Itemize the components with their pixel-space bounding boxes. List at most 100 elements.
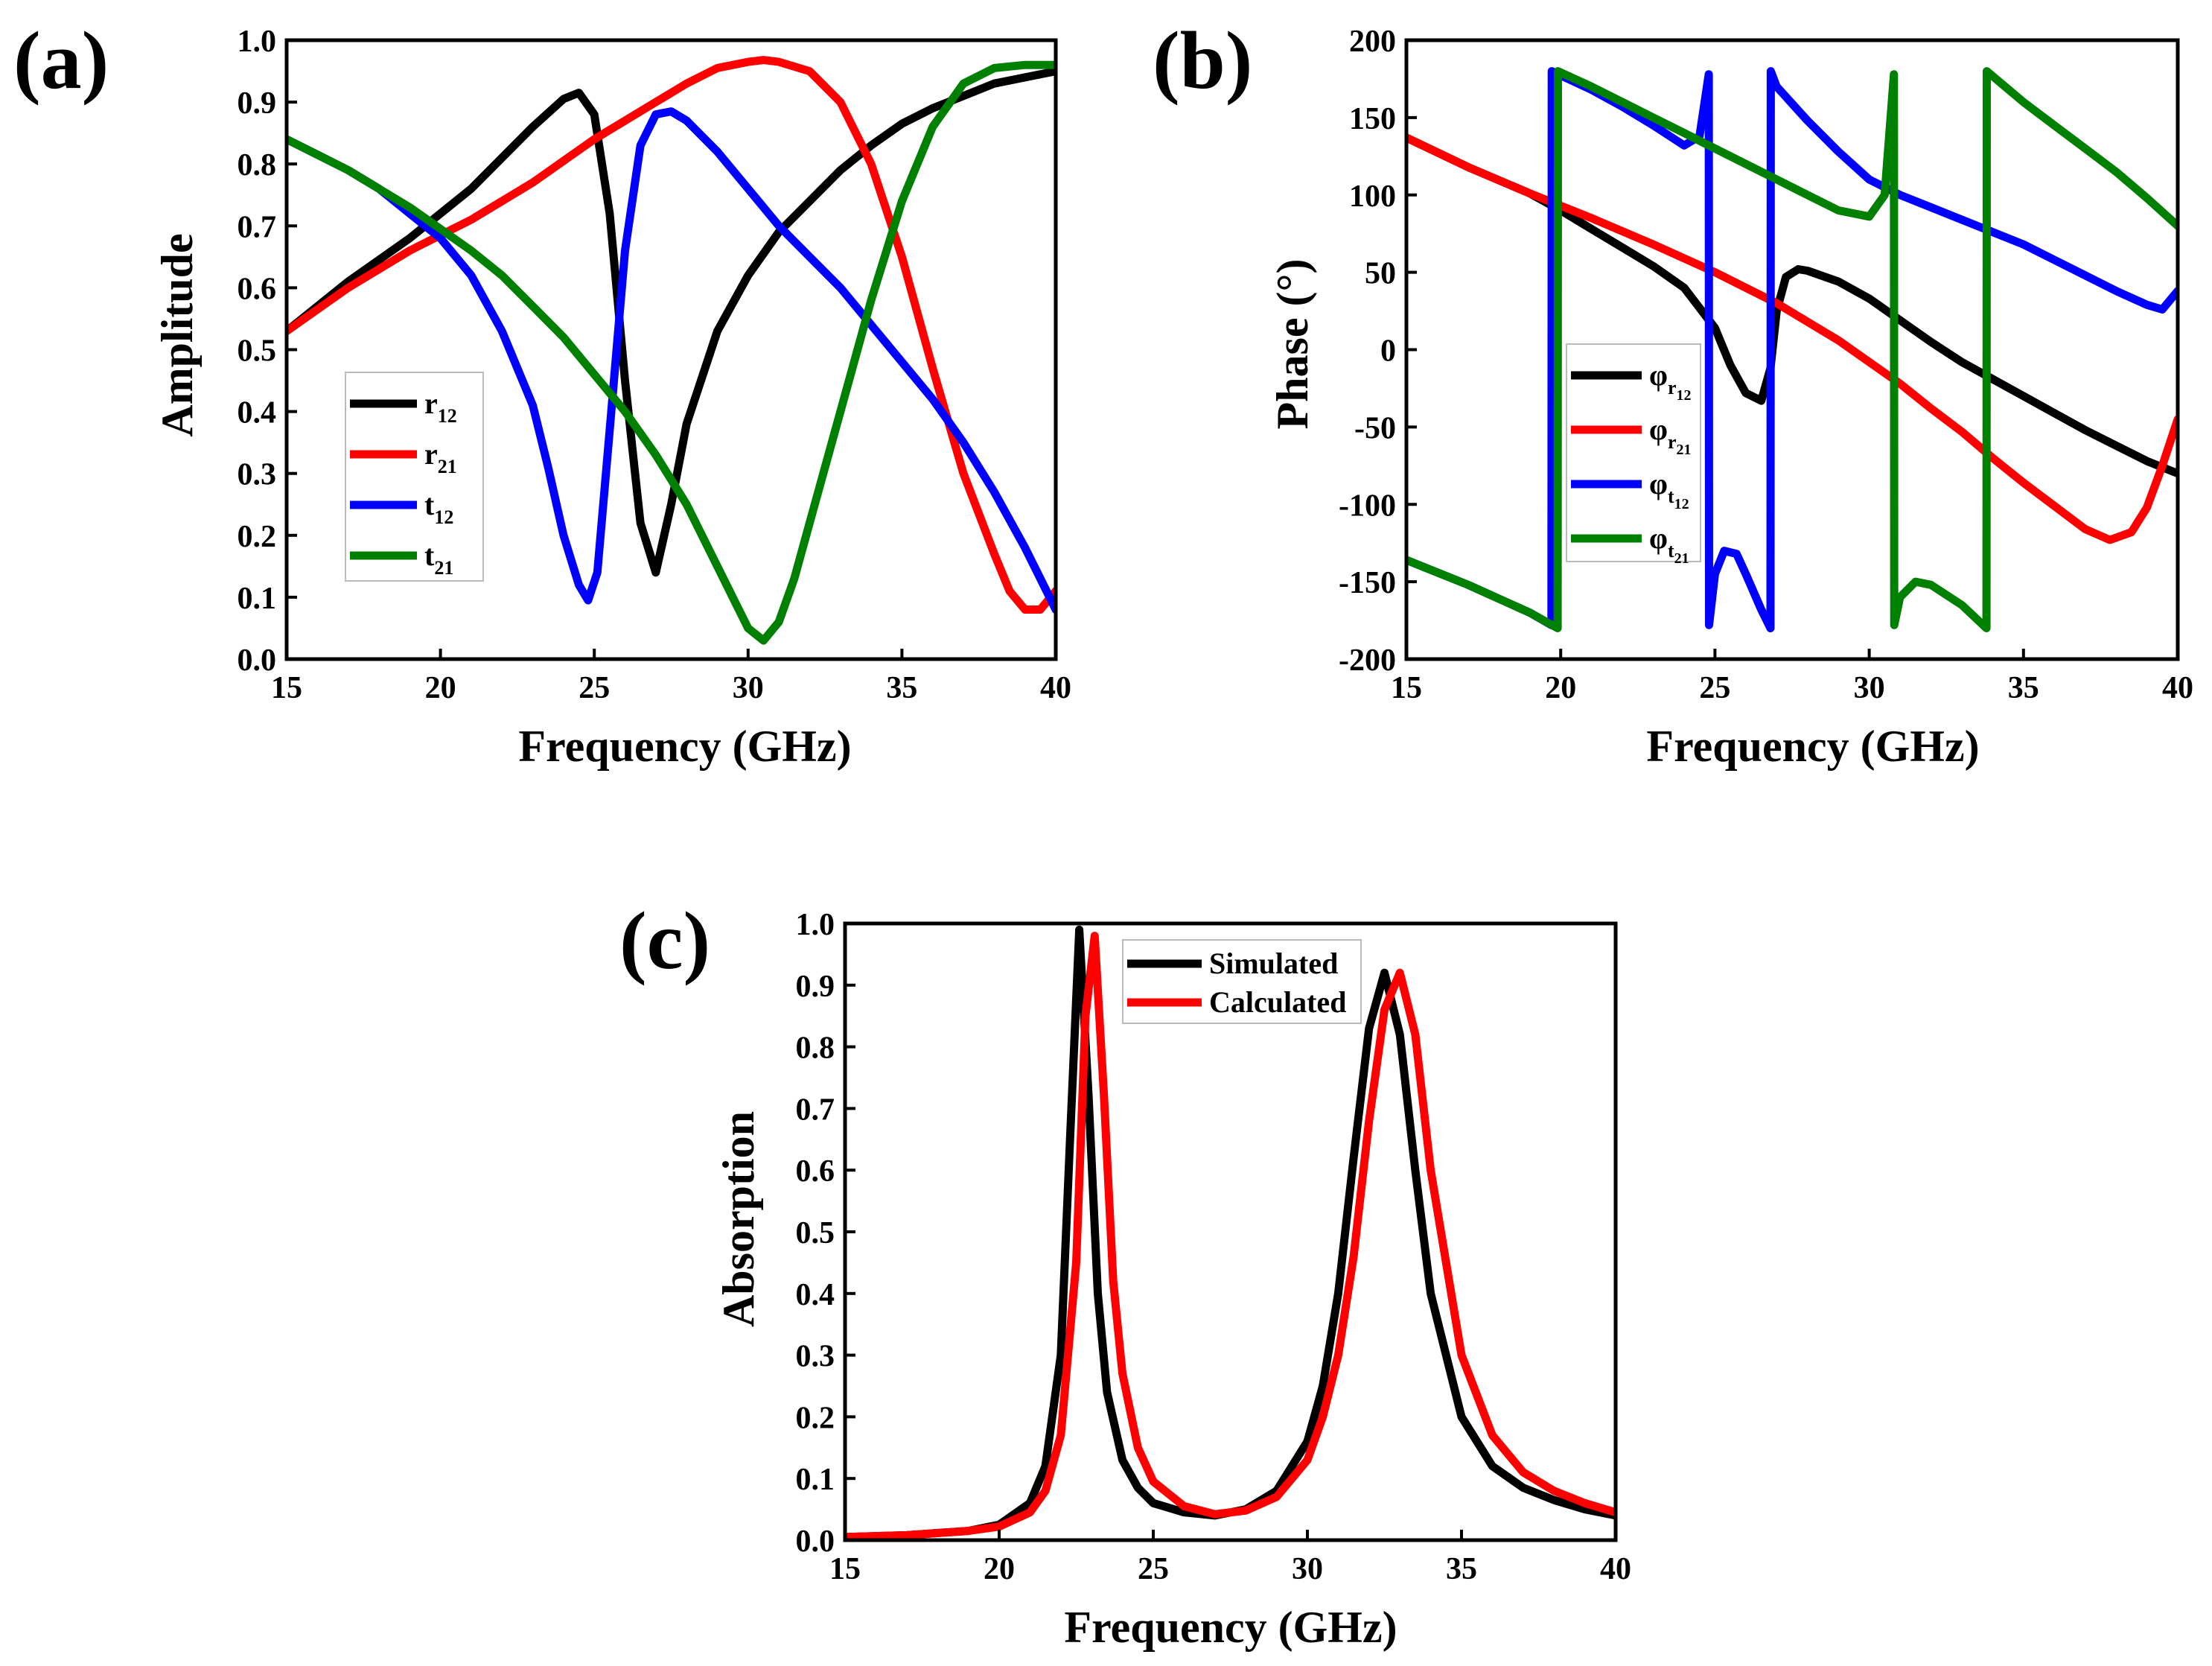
x-tick-label: 30	[733, 671, 764, 705]
y-tick-label: 1.0	[238, 25, 277, 59]
y-tick-label: -100	[1339, 489, 1396, 523]
legend-label-base: φ	[1649, 467, 1668, 500]
y-tick-label: 0.8	[238, 148, 277, 182]
legend-label: φr21	[1649, 413, 1692, 458]
y-tick-label: -150	[1339, 566, 1396, 600]
y-tick-label: 0.8	[796, 1031, 835, 1066]
y-tick-label: 0.2	[238, 520, 277, 554]
x-tick-label: 20	[1545, 671, 1576, 705]
x-tick-label: 25	[1699, 671, 1730, 705]
legend-label: r12	[424, 387, 457, 427]
series-line-b-0	[1406, 133, 2178, 478]
legend-label-base: r	[424, 437, 438, 471]
y-tick-label: 1.0	[796, 908, 835, 942]
panel-a-xlabel: Frequency (GHz)	[518, 722, 851, 771]
x-tick-label: 35	[2008, 671, 2039, 705]
y-tick-label: 200	[1349, 25, 1396, 59]
series-line-b-2	[1406, 67, 2178, 632]
panel-a-ylabel: Amplitude	[153, 233, 202, 436]
y-tick-label: 0.5	[796, 1216, 835, 1250]
series-line-a-3	[287, 60, 1056, 645]
panel-a-label: (a)	[13, 15, 109, 106]
series-line-b-3	[1406, 67, 2178, 632]
x-tick-label: 35	[886, 671, 917, 705]
x-tick-label: 25	[1138, 1552, 1169, 1586]
legend-label: Simulated	[1209, 947, 1338, 980]
series-line-a-1	[287, 56, 1056, 614]
legend-label-sub: t	[1668, 540, 1674, 562]
x-tick-label: 30	[1854, 671, 1885, 705]
x-tick-label: 20	[425, 671, 456, 705]
legend-label: φt21	[1649, 521, 1689, 567]
y-tick-label: 0.7	[238, 210, 277, 244]
series-line-b-1	[1406, 133, 2178, 544]
legend-label-sub: 12	[434, 506, 453, 528]
x-tick-label: 25	[579, 671, 610, 705]
y-tick-label: -50	[1354, 411, 1396, 445]
y-tick-label: 0.7	[796, 1093, 835, 1127]
legend-label: φt12	[1649, 467, 1689, 512]
y-tick-label: 0.6	[796, 1154, 835, 1189]
legend-label-sub2: 21	[1674, 550, 1689, 567]
y-tick-label: 0.1	[796, 1463, 835, 1497]
y-tick-label: 0.4	[796, 1278, 835, 1312]
legend-box	[1566, 343, 1701, 562]
legend-label-base: Calculated	[1209, 985, 1346, 1019]
legend-label-base: Simulated	[1209, 947, 1338, 980]
y-tick-label: 50	[1365, 257, 1396, 291]
panel-a: (a) 15 20 25 30 35 40 0.0 0.1 0.2 0.3 0.4 0.5 0.6 0.7…	[13, 15, 1071, 771]
y-tick-label: 100	[1349, 179, 1396, 214]
legend-label-sub: 21	[434, 557, 453, 579]
y-tick-label: 0.0	[238, 643, 277, 678]
y-tick-label: 0.1	[238, 582, 277, 616]
legend-label: Calculated	[1209, 985, 1346, 1019]
panel-b-xlabel: Frequency (GHz)	[1646, 722, 1979, 771]
panel-c-xlabel: Frequency (GHz)	[1064, 1603, 1397, 1652]
legend-label-sub: r	[1668, 431, 1677, 453]
y-tick-label: 0.3	[796, 1340, 835, 1374]
y-tick-label: 0.9	[796, 970, 835, 1004]
legend-label-sub: t	[1668, 486, 1674, 507]
x-tick-label: 15	[271, 671, 302, 705]
legend-label-sub: 21	[438, 456, 457, 477]
y-tick-label: -200	[1339, 643, 1396, 678]
x-tick-label: 40	[1040, 671, 1071, 705]
y-tick-label: 0.9	[238, 86, 277, 121]
legend-label-base: φ	[1649, 358, 1668, 392]
legend-box	[1122, 939, 1362, 1024]
legend-label-base: t	[424, 488, 435, 521]
y-tick-label: 0.4	[238, 396, 277, 430]
y-tick-label: 150	[1349, 102, 1396, 136]
legend-label: φr12	[1649, 358, 1692, 404]
legend-label: r21	[424, 437, 457, 477]
panel-c-ylabel: Absorption	[714, 1111, 763, 1327]
y-tick-label: 0.2	[796, 1401, 835, 1435]
series-line-a-0	[287, 67, 1056, 577]
x-tick-label: 15	[1391, 671, 1422, 705]
legend-label-sub2: 21	[1677, 442, 1692, 458]
panel-c: (c) 15 20 25 30 35 40 0.0 0.1 0.2 0.3 0.4 0.5 0.6 0.7…	[619, 895, 1631, 1652]
panel-b: (b) 15 20 25 30 35 40 -200 -150 -100 -50 0 50 100 150…	[1153, 15, 2193, 771]
y-tick-label: 0	[1380, 334, 1396, 369]
panel-c-legend: Simulated Calculated	[1122, 939, 1362, 1024]
x-tick-label: 35	[1446, 1552, 1477, 1586]
x-tick-label: 40	[2162, 671, 2193, 705]
legend-label: t21	[424, 538, 453, 579]
x-tick-label: 20	[984, 1552, 1015, 1586]
legend-label-base: t	[424, 538, 435, 572]
x-tick-label: 15	[829, 1552, 861, 1586]
legend-label-base: φ	[1649, 413, 1668, 446]
panel-c-label: (c)	[619, 895, 710, 986]
y-tick-label: 0.5	[238, 334, 277, 369]
y-tick-label: 0.3	[238, 458, 277, 492]
legend-label-sub2: 12	[1674, 496, 1689, 512]
y-tick-label: 0.0	[796, 1524, 835, 1559]
legend-label-sub: 12	[438, 405, 457, 427]
legend-label-base: φ	[1649, 521, 1668, 555]
series-line-a-2	[287, 107, 1056, 614]
legend-label-sub2: 12	[1677, 387, 1692, 404]
y-tick-label: 0.6	[238, 272, 277, 306]
